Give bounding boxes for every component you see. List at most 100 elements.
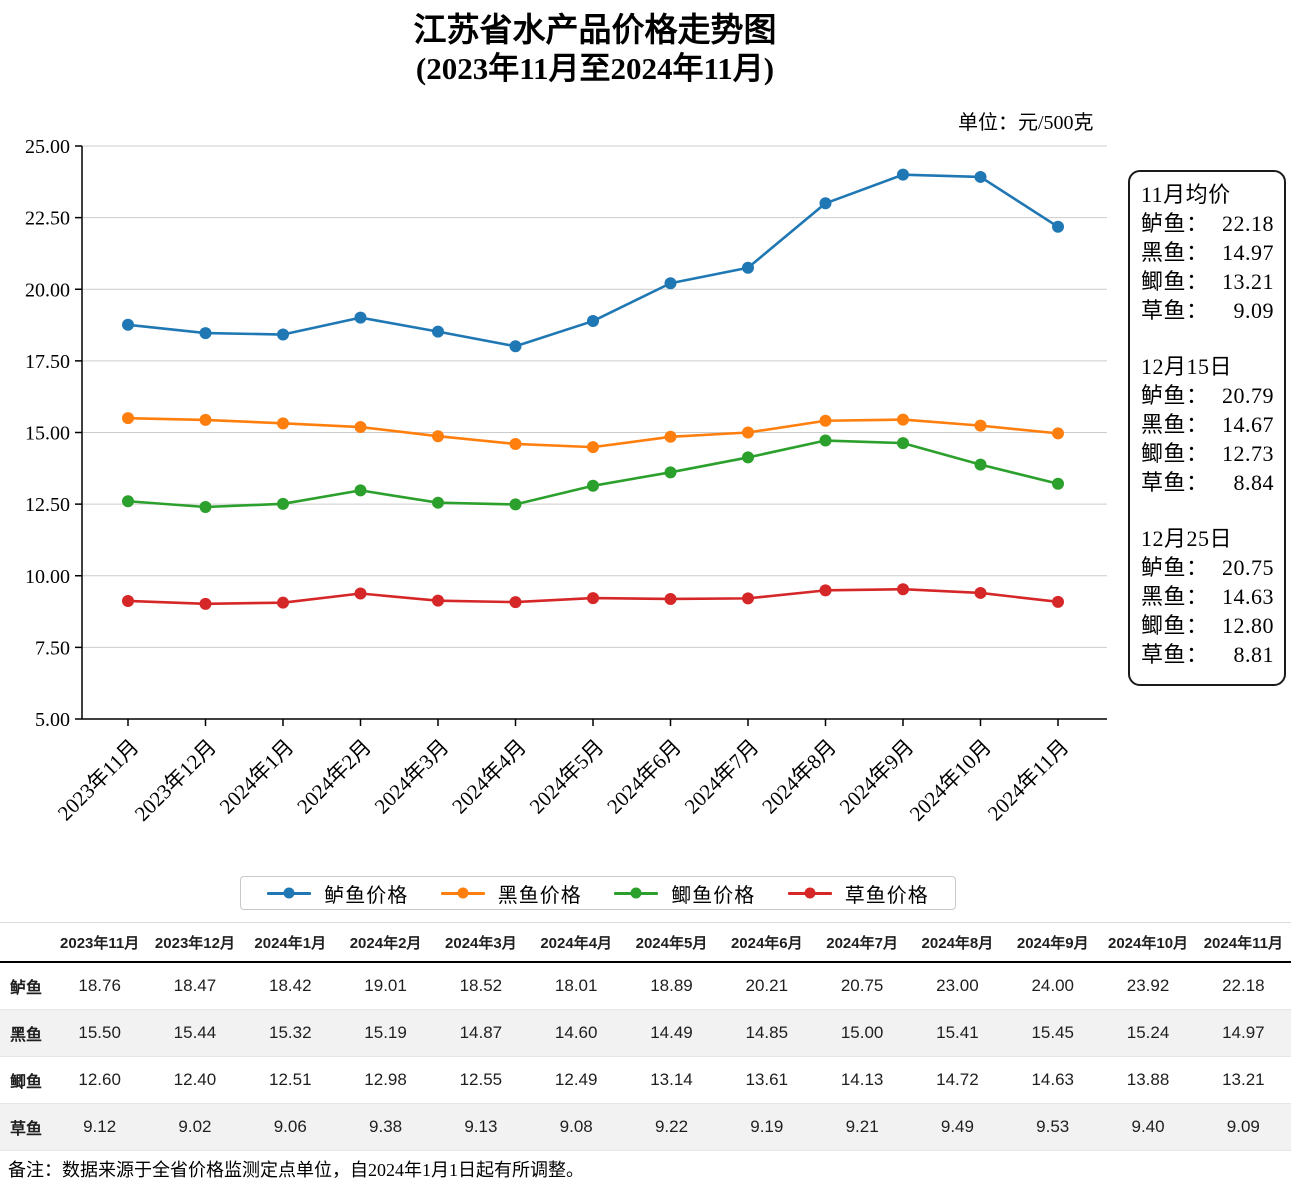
table-cell: 9.40	[1131, 1117, 1165, 1136]
y-tick-label: 20.00	[25, 279, 70, 301]
table-cell: 15.32	[268, 1023, 312, 1042]
table-header-cell: 2023年11月	[60, 934, 140, 952]
table-cell: 22.18	[1222, 976, 1265, 995]
table-cell: 12.55	[459, 1070, 503, 1089]
y-tick-label: 17.50	[25, 351, 70, 373]
stats-item-value: 12.73	[1222, 441, 1274, 466]
x-tick-label: 2023年11月	[53, 735, 144, 826]
price-line-chart: 5.00 7.50 10.00 12.50 15.00 17.50 20.00 22.50 25…	[0, 130, 1120, 875]
stats-item-label: 黑鱼：	[1141, 584, 1209, 609]
table-header-cell: 2024年2月	[349, 934, 422, 952]
legend-dot-icon	[804, 887, 816, 899]
stats-item: 草鱼： 9.09	[1141, 296, 1274, 325]
data-point-鲫鱼价格	[277, 497, 289, 510]
table-row: 草鱼 9.12 9.02 9.06 9.38 9.13 9.08 9.22 9.19 9.21 9.…	[0, 1104, 1291, 1151]
data-point-鲈鱼价格	[897, 168, 909, 181]
data-point-鲈鱼价格	[277, 328, 289, 341]
x-tick-label: 2024年6月	[602, 735, 686, 819]
table-cell: 9.53	[1036, 1117, 1070, 1136]
table-header-cell: 2024年10月	[1108, 934, 1189, 952]
table-row-label: 草鱼	[10, 1121, 43, 1138]
table-cell: 9.06	[273, 1117, 307, 1136]
data-point-鲫鱼价格	[122, 495, 134, 508]
table-header-cell: 2024年7月	[826, 934, 898, 952]
table-cell: 9.21	[845, 1117, 879, 1136]
x-tick-label: 2024年1月	[215, 735, 299, 819]
legend-marker-icon	[267, 887, 312, 899]
legend-item: 黑鱼价格	[440, 879, 582, 908]
data-point-鲫鱼价格	[1052, 477, 1064, 490]
table-cell: 15.00	[840, 1023, 884, 1042]
table-row-label: 黑鱼	[10, 1027, 43, 1044]
stats-item: 黑鱼： 14.63	[1141, 582, 1274, 611]
stats-panel: 11月均价 鲈鱼： 22.18 黑鱼： 14.97 鲫鱼： 13.21 草鱼： 9.09 12月1…	[1128, 170, 1286, 686]
legend-item: 草鱼价格	[787, 879, 929, 908]
data-point-鲈鱼价格	[199, 327, 212, 340]
data-point-鲈鱼价格	[819, 197, 832, 210]
data-point-黑鱼价格	[277, 417, 289, 430]
table-cell: 15.50	[78, 1023, 121, 1042]
table-cell: 14.85	[745, 1023, 789, 1042]
chart-subtitle: (2023年11月至2024年11月)	[415, 50, 775, 86]
legend-marker-icon	[614, 887, 659, 899]
price-table: 2023年11月 2023年12月 2024年1月 2024年2月 2024年3月 202…	[0, 922, 1291, 1151]
data-point-黑鱼价格	[974, 419, 987, 432]
table-header-cell: 2024年6月	[730, 934, 803, 952]
data-point-鲈鱼价格	[354, 311, 367, 324]
stats-item-value: 12.80	[1222, 613, 1274, 638]
stats-item-value: 22.18	[1222, 211, 1274, 236]
stats-item-value: 14.63	[1222, 584, 1274, 609]
data-point-黑鱼价格	[354, 421, 367, 434]
table-cell: 9.08	[559, 1117, 593, 1136]
stats-item-value: 8.84	[1233, 470, 1274, 495]
legend-dot-icon	[630, 887, 642, 899]
table-cell: 9.49	[940, 1117, 974, 1136]
table-row: 鲫鱼 12.60 12.40 12.51 12.98 12.55 12.49 13.14 13.…	[0, 1057, 1291, 1104]
x-tick-label: 2024年8月	[757, 735, 841, 819]
data-point-黑鱼价格	[1052, 427, 1064, 440]
stats-item-label: 鲫鱼：	[1141, 441, 1209, 466]
stats-item-label: 鲫鱼：	[1141, 613, 1209, 638]
table-cell: 13.88	[1126, 1070, 1170, 1089]
data-point-草鱼价格	[897, 583, 909, 596]
stats-item-label: 鲈鱼：	[1141, 383, 1209, 408]
table-cell: 14.49	[650, 1023, 693, 1042]
stats-item-value: 14.67	[1222, 412, 1274, 437]
unit-label: 单位：元/500克	[958, 112, 1094, 134]
table-header-cell: 2024年1月	[254, 934, 327, 952]
legend-label: 黑鱼价格	[497, 884, 582, 907]
table-cell: 9.02	[178, 1117, 212, 1136]
table-cell: 9.19	[750, 1117, 784, 1136]
table-cell: 13.21	[1222, 1070, 1265, 1089]
stats-item: 草鱼： 8.84	[1141, 468, 1274, 497]
table-cell: 24.00	[1031, 976, 1074, 995]
data-point-鲈鱼价格	[974, 170, 987, 183]
x-tick-label: 2024年7月	[680, 735, 764, 819]
data-point-鲫鱼价格	[897, 437, 909, 450]
chart-legend: 鲈鱼价格 黑鱼价格 鲫鱼价格 草鱼价格	[240, 876, 956, 910]
table-header-cell: 2024年9月	[1016, 934, 1089, 952]
stats-section-heading: 12月25日	[1141, 526, 1233, 551]
data-point-黑鱼价格	[587, 441, 599, 454]
table-row: 黑鱼 15.50 15.44 15.32 15.19 14.87 14.60 14.49 14.…	[0, 1010, 1291, 1057]
table-cell: 14.97	[1222, 1023, 1265, 1042]
table-cell: 14.63	[1031, 1070, 1074, 1089]
table-header-cell: 2024年5月	[635, 934, 708, 952]
data-point-草鱼价格	[509, 596, 522, 609]
data-point-鲫鱼价格	[819, 434, 832, 447]
stats-item-label: 草鱼：	[1141, 642, 1209, 667]
table-cell: 9.38	[369, 1117, 403, 1136]
legend-marker-icon	[787, 887, 832, 899]
data-point-鲈鱼价格	[122, 318, 134, 331]
table-cell: 18.47	[173, 976, 217, 995]
stats-item: 鲫鱼： 12.80	[1141, 611, 1274, 640]
table-cell: 15.41	[936, 1023, 979, 1042]
x-tick-label: 2024年2月	[292, 735, 376, 819]
data-point-黑鱼价格	[122, 412, 134, 425]
table-cell: 9.22	[654, 1117, 689, 1136]
stats-item-label: 鲈鱼：	[1141, 211, 1209, 236]
data-point-鲈鱼价格	[432, 325, 444, 338]
table-cell: 20.21	[745, 976, 789, 995]
table-cell: 14.87	[459, 1023, 503, 1042]
data-point-草鱼价格	[742, 592, 754, 605]
